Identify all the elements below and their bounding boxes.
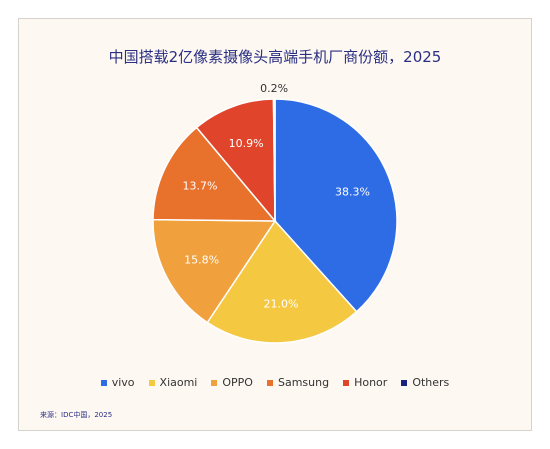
legend-label: Honor	[354, 376, 388, 389]
pie-slices	[152, 98, 398, 344]
source-note: 来源：IDC中国，2025	[40, 411, 113, 419]
legend-label: Xiaomi	[159, 376, 198, 389]
legend-swatch	[266, 379, 273, 386]
legend-swatch	[211, 379, 218, 386]
pie-slice-vivo	[274, 98, 398, 313]
legend-item-xiaomi: Xiaomi	[148, 376, 198, 389]
legend-item-oppo: OPPO	[211, 376, 253, 389]
data-label-samsung: 13.7%	[183, 180, 218, 193]
legend-item-honor: Honor	[343, 376, 387, 389]
legend-swatch	[401, 379, 408, 386]
chart-title: 中国搭载2亿像素摄像头高端手机厂商份额，2025	[108, 48, 442, 66]
legend-item-others: Others	[401, 376, 449, 389]
pie-slice-samsung	[152, 126, 277, 222]
data-label-oppo: 15.8%	[184, 254, 219, 267]
pie-slice-xiaomi	[206, 219, 358, 344]
data-label-vivo: 38.3%	[335, 185, 370, 198]
data-label-xiaomi: 21.0%	[264, 298, 299, 311]
legend-label: Others	[412, 376, 450, 389]
pie-slice-honor	[195, 98, 276, 224]
pie-slice-oppo	[152, 218, 277, 324]
legend-item-vivo: vivo	[100, 376, 135, 389]
chart-legend: vivo Xiaomi OPPO Samsung Honor Others	[0, 376, 550, 389]
legend-label: OPPO	[222, 376, 253, 389]
legend-swatch	[100, 379, 107, 386]
legend-label: Samsung	[277, 376, 330, 389]
legend-label: vivo	[111, 376, 135, 389]
legend-swatch	[343, 379, 350, 386]
data-label-others: 0.2%	[260, 82, 288, 95]
legend-swatch	[148, 379, 155, 386]
pie-labels: 38.3% 21.0% 15.8% 13.7% 10.9% 0.2%	[183, 82, 370, 311]
pie-slice-others	[272, 98, 276, 222]
legend-item-samsung: Samsung	[266, 376, 330, 389]
data-label-honor: 10.9%	[229, 137, 264, 150]
